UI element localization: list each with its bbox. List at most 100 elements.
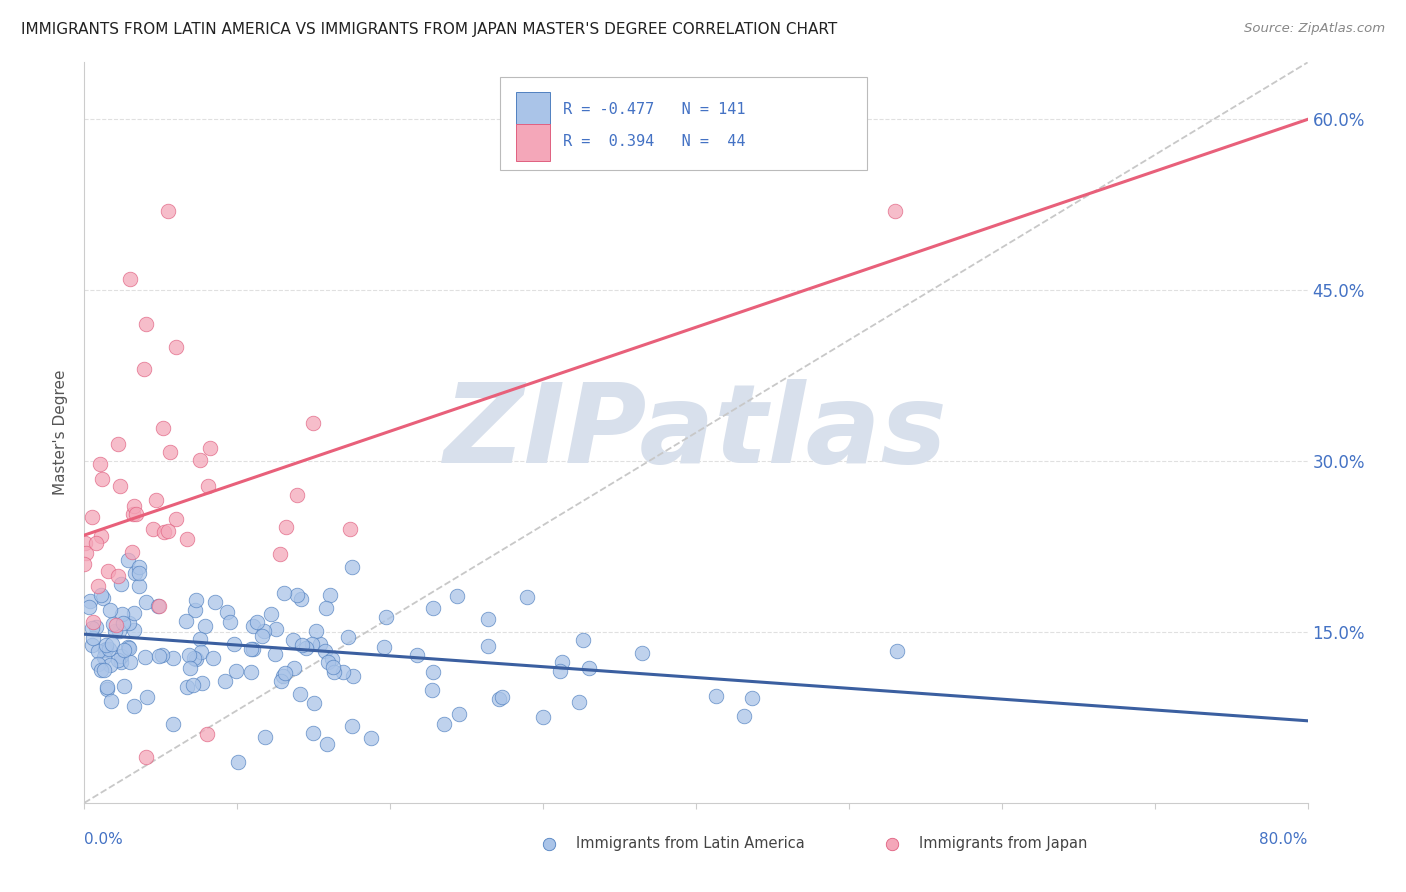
Point bbox=[132, 361, 155, 376]
Point bbox=[340, 559, 363, 574]
Point bbox=[226, 755, 249, 769]
Text: R = -0.477   N = 141: R = -0.477 N = 141 bbox=[562, 102, 745, 117]
Point bbox=[422, 600, 444, 615]
Point bbox=[342, 669, 364, 683]
Point bbox=[148, 649, 170, 664]
Point bbox=[94, 639, 117, 653]
Point bbox=[195, 727, 218, 741]
Point bbox=[135, 690, 157, 705]
Point bbox=[239, 665, 262, 680]
Point bbox=[165, 340, 187, 354]
Point bbox=[112, 643, 135, 657]
Point bbox=[253, 624, 276, 638]
Point bbox=[572, 633, 595, 648]
Point bbox=[128, 566, 150, 580]
Point bbox=[704, 689, 727, 703]
Point bbox=[316, 737, 339, 751]
Point bbox=[250, 629, 273, 643]
Point bbox=[124, 499, 146, 513]
Point bbox=[142, 522, 165, 536]
Point bbox=[90, 663, 112, 677]
Point bbox=[86, 536, 108, 550]
Point bbox=[82, 621, 104, 635]
Point bbox=[121, 544, 143, 558]
Point bbox=[215, 606, 238, 620]
Point bbox=[128, 559, 150, 574]
Point bbox=[302, 726, 325, 740]
Point bbox=[135, 318, 157, 332]
Point bbox=[111, 616, 134, 631]
Point bbox=[107, 653, 129, 667]
Point bbox=[260, 607, 283, 621]
Point bbox=[79, 594, 101, 608]
Text: Immigrants from Latin America: Immigrants from Latin America bbox=[576, 836, 804, 851]
FancyBboxPatch shape bbox=[501, 78, 868, 169]
Point bbox=[94, 643, 117, 657]
Point bbox=[183, 650, 205, 665]
Point bbox=[184, 603, 207, 617]
Point bbox=[360, 731, 382, 745]
Point bbox=[263, 647, 285, 661]
Point bbox=[93, 650, 115, 665]
Point bbox=[271, 668, 294, 682]
FancyBboxPatch shape bbox=[516, 92, 550, 129]
Point bbox=[73, 558, 96, 572]
Point bbox=[118, 641, 141, 656]
Point bbox=[406, 648, 429, 663]
Point bbox=[285, 487, 308, 501]
Point bbox=[191, 675, 214, 690]
Point bbox=[309, 637, 332, 651]
Point bbox=[654, 858, 676, 872]
Point bbox=[157, 524, 180, 538]
Text: IMMIGRANTS FROM LATIN AMERICA VS IMMIGRANTS FROM JAPAN MASTER'S DEGREE CORRELATI: IMMIGRANTS FROM LATIN AMERICA VS IMMIGRA… bbox=[21, 22, 838, 37]
Point bbox=[93, 663, 115, 677]
Point bbox=[273, 586, 295, 600]
Point bbox=[198, 441, 221, 455]
Point bbox=[162, 716, 184, 731]
Point bbox=[548, 664, 571, 678]
Point bbox=[319, 588, 342, 602]
Point bbox=[87, 579, 110, 593]
Text: R =  0.394   N =  44: R = 0.394 N = 44 bbox=[562, 134, 745, 149]
Point bbox=[174, 614, 197, 628]
Point bbox=[274, 520, 297, 534]
Text: 80.0%: 80.0% bbox=[1260, 831, 1308, 847]
Point bbox=[631, 646, 654, 660]
Point bbox=[112, 679, 135, 693]
Point bbox=[90, 472, 112, 486]
Point bbox=[321, 652, 343, 666]
Point bbox=[162, 650, 184, 665]
Point bbox=[79, 599, 101, 614]
Point bbox=[477, 612, 499, 626]
Point bbox=[219, 615, 242, 630]
Point bbox=[447, 707, 470, 722]
Point bbox=[295, 640, 318, 655]
Point bbox=[197, 479, 219, 493]
Point bbox=[159, 445, 181, 459]
Point bbox=[253, 731, 276, 745]
Point bbox=[80, 510, 103, 524]
Point bbox=[118, 656, 141, 670]
Point bbox=[305, 624, 328, 638]
Point bbox=[491, 690, 513, 705]
Point bbox=[373, 640, 395, 654]
Point bbox=[291, 638, 314, 652]
Point bbox=[97, 564, 120, 578]
Point bbox=[107, 568, 129, 582]
Point bbox=[100, 694, 122, 708]
Point bbox=[422, 665, 444, 679]
Point bbox=[551, 655, 574, 669]
Point bbox=[194, 618, 217, 632]
Point bbox=[122, 606, 145, 620]
Point bbox=[177, 648, 200, 663]
Point bbox=[332, 665, 354, 679]
Point bbox=[883, 203, 905, 218]
Point bbox=[315, 601, 337, 615]
Point bbox=[270, 673, 292, 688]
Point bbox=[288, 686, 311, 700]
Point bbox=[117, 553, 139, 567]
Point bbox=[176, 680, 198, 694]
Point bbox=[107, 437, 129, 451]
Point bbox=[316, 656, 339, 670]
Point bbox=[531, 710, 554, 724]
